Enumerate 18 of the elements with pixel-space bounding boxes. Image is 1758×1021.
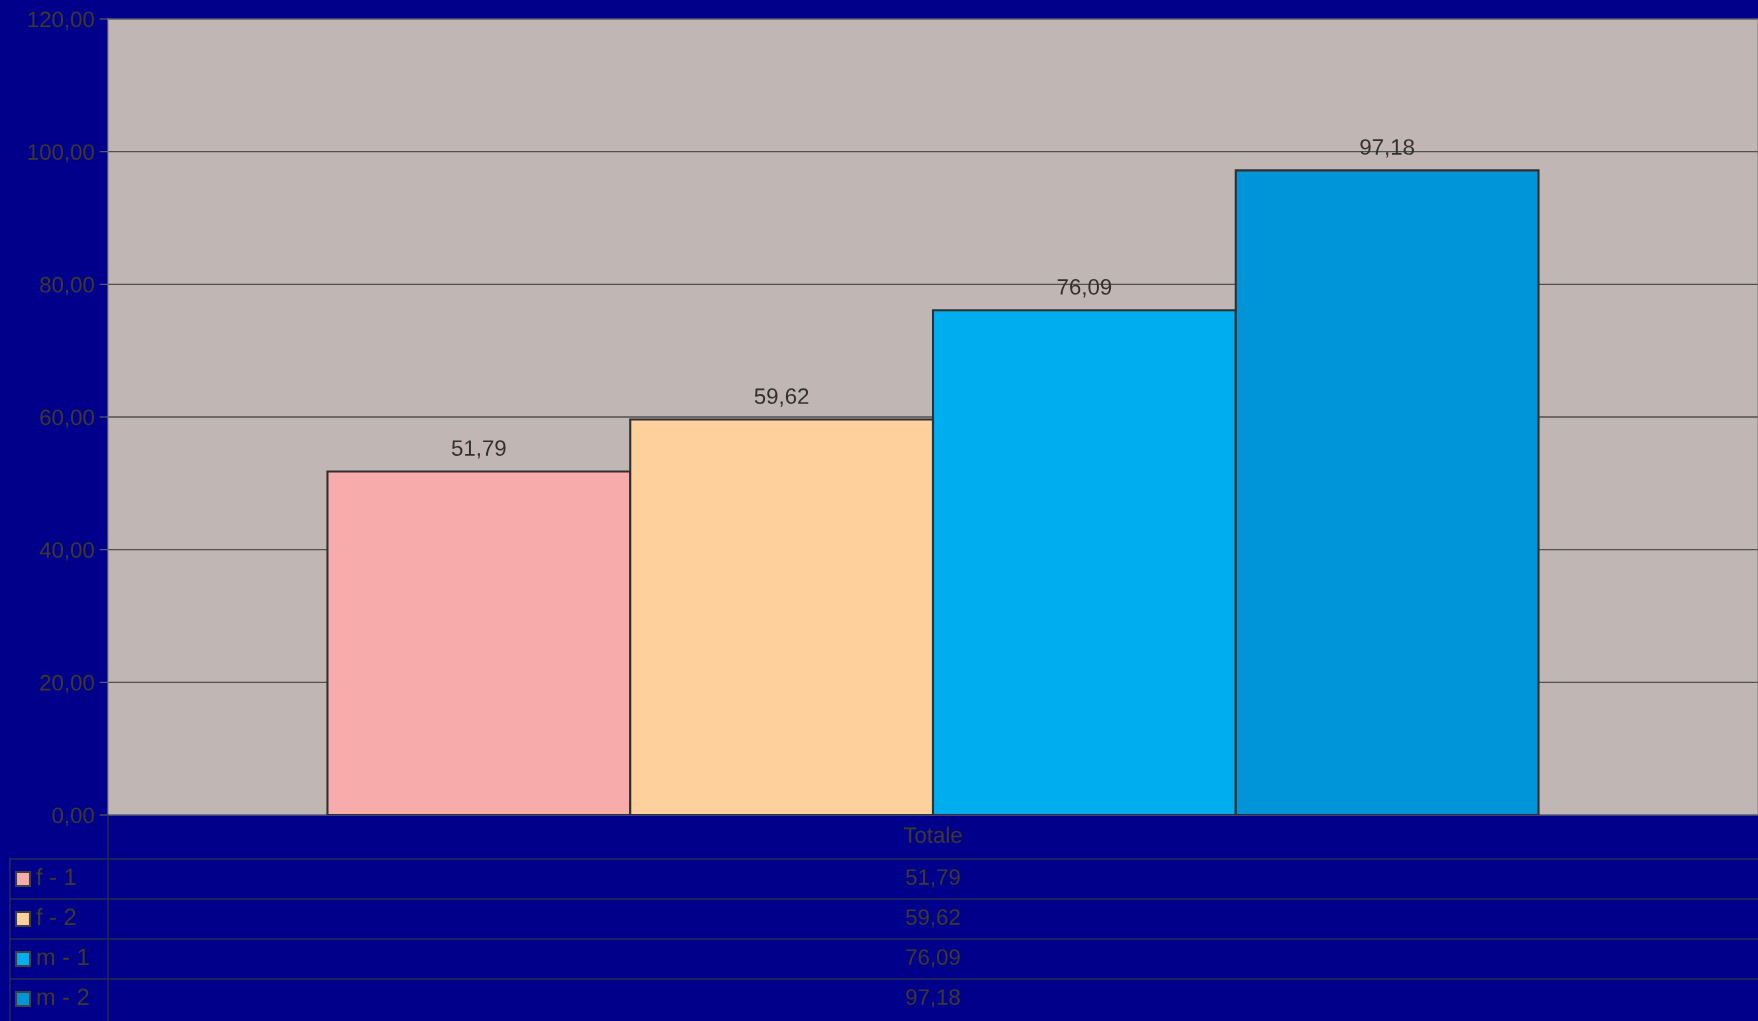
y-tick-label: 0,00 <box>52 807 94 826</box>
y-tick-label: 60,00 <box>40 409 94 428</box>
y-tick-label: 120,00 <box>28 11 94 30</box>
text: 97,18 <box>906 989 960 1008</box>
x-tick-label: Totale <box>903 826 962 843</box>
y-tick-label: 40,00 <box>39 542 94 561</box>
y-tick-label: 100,00 <box>28 144 94 163</box>
legend-label: m - 1 <box>37 948 89 966</box>
data-label: 51,79 <box>451 440 506 459</box>
legend-label: f - 1 <box>36 868 76 886</box>
y-tick-label: 80,00 <box>40 276 94 296</box>
text: 76,09 <box>906 949 960 968</box>
text: 59,62 <box>906 909 960 928</box>
data-label: 59,62 <box>754 388 809 407</box>
legend-label: m - 2 <box>37 988 89 1006</box>
y-tick-label: 20,00 <box>40 674 94 694</box>
legend-label: f - 2 <box>36 908 76 926</box>
text: 51,79 <box>906 869 960 888</box>
